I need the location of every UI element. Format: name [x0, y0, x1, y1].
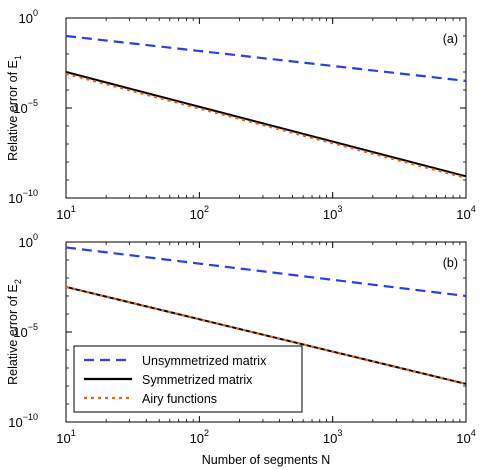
y-tick-exponent: −10: [23, 188, 38, 198]
x-tick-exponent: 4: [471, 204, 476, 214]
x-tick-base: 10: [56, 207, 70, 222]
x-tick-base: 10: [56, 431, 70, 446]
y-axis-label-main: Relative error of E: [6, 60, 20, 161]
y-tick-base: 10: [19, 235, 33, 250]
series-line-airy: [65, 285, 467, 386]
y-tick-exponent: −10: [23, 412, 38, 422]
x-tick-label: 104: [456, 428, 475, 446]
series-line-airy: [65, 72, 467, 180]
y-tick-base: 10: [13, 325, 27, 340]
y-axis-label: Relative error of E1: [6, 55, 23, 161]
legend-label-airy: Airy functions: [142, 392, 217, 406]
legend: Unsymmetrized matrix Symmetrized matrix Ai…: [73, 345, 303, 413]
x-tick-label: 103: [323, 428, 342, 446]
series-line-sym: [65, 71, 467, 178]
legend-label-sym: Symmetrized matrix: [142, 373, 253, 387]
axes-frame: [65, 17, 467, 199]
x-tick-label: 101: [56, 428, 75, 446]
panel-label: (a): [443, 32, 458, 46]
legend-box: [73, 345, 303, 413]
x-tick-label: 102: [190, 428, 209, 446]
y-tick-base: 10: [19, 11, 33, 26]
x-tick-label: 102: [190, 204, 209, 222]
y-tick-label: 10−10: [8, 188, 38, 206]
y-tick-exponent: −5: [28, 98, 38, 108]
y-tick-base: 10: [8, 191, 22, 206]
series-line-unsym: [65, 246, 467, 298]
x-tick-exponent: 2: [204, 204, 209, 214]
x-tick-base: 10: [456, 431, 470, 446]
y-tick-label: 10−5: [13, 98, 38, 116]
x-tick-label: 101: [56, 204, 75, 222]
x-tick-base: 10: [190, 431, 204, 446]
x-tick-exponent: 2: [204, 428, 209, 438]
x-tick-base: 10: [323, 207, 337, 222]
y-tick-exponent: −5: [28, 322, 38, 332]
x-axis-label: Number of segments N: [202, 453, 331, 467]
y-tick-label: 100: [19, 232, 38, 250]
x-tick-label: 103: [323, 204, 342, 222]
x-tick-exponent: 3: [337, 428, 342, 438]
y-tick-label: 100: [19, 8, 38, 26]
y-tick-base: 10: [8, 415, 22, 430]
x-tick-exponent: 1: [71, 204, 76, 214]
y-axis-label: Relative error of E2: [6, 279, 23, 385]
y-tick-exponent: 0: [33, 8, 38, 18]
y-axis-label-main: Relative error of E: [6, 284, 20, 385]
y-axis-label-subscript: 2: [13, 279, 23, 284]
x-tick-exponent: 3: [337, 204, 342, 214]
x-tick-exponent: 1: [71, 428, 76, 438]
x-tick-base: 10: [323, 431, 337, 446]
y-tick-label: 10−10: [8, 412, 38, 430]
x-tick-label: 104: [456, 204, 475, 222]
y-tick-label: 10−5: [13, 322, 38, 340]
legend-label-unsym: Unsymmetrized matrix: [142, 354, 267, 368]
y-tick-base: 10: [13, 101, 27, 116]
y-tick-exponent: 0: [33, 232, 38, 242]
panel-label: (b): [443, 256, 458, 270]
x-tick-base: 10: [190, 207, 204, 222]
series-line-unsym: [65, 34, 467, 83]
y-axis-label-subscript: 1: [13, 55, 23, 60]
x-tick-base: 10: [456, 207, 470, 222]
x-tick-exponent: 4: [471, 428, 476, 438]
